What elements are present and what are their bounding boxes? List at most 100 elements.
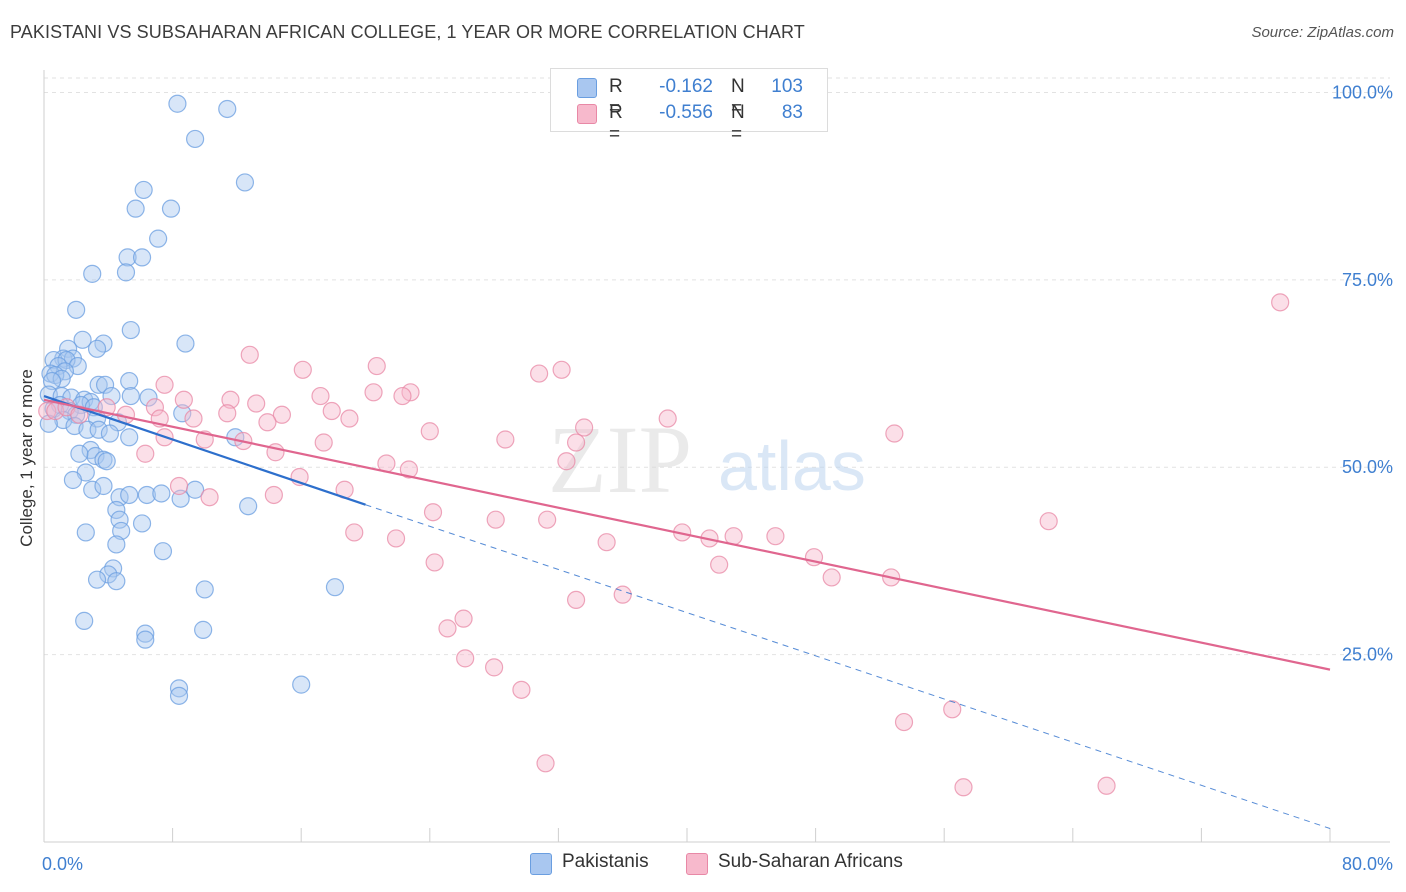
legend-r-label: R = [609,102,623,145]
data-point [566,590,586,610]
data-point [110,510,129,529]
data-point [311,386,330,406]
data-point [200,488,219,507]
data-point [67,300,86,319]
data-point [73,330,92,349]
trend-line-extension [365,504,1331,829]
data-point [575,418,594,437]
data-point [120,371,139,391]
data-point [538,510,557,529]
data-point [486,510,505,529]
data-point [235,173,255,192]
data-point [149,229,168,248]
data-point [161,199,181,218]
data-point [658,409,677,428]
data-point [174,390,193,409]
data-point [258,413,277,432]
data-point [322,401,341,421]
data-point [557,452,576,471]
data-point [399,460,419,479]
data-point [137,485,156,505]
axes [43,70,1390,843]
data-point [153,542,173,561]
data-point [293,360,312,379]
data-point [325,578,345,597]
legend-swatch-pakistanis [577,78,597,98]
data-point [340,409,359,428]
data-point [134,180,153,200]
data-point [566,433,586,452]
data-point [173,404,192,423]
data-point [100,424,120,443]
data-point [184,409,203,428]
data-point [367,356,386,376]
data-point [132,248,152,267]
data-point [107,572,126,591]
trend-lines [43,394,1331,829]
data-point [107,535,126,554]
data-point [136,624,155,643]
data-point [194,620,213,639]
data-point [195,580,214,599]
legend-r-value: -0.162 [659,76,713,97]
data-point [112,521,131,541]
data-point [393,386,412,406]
data-point [597,533,616,552]
chart-title: PAKISTANI VS SUBSAHARAN AFRICAN COLLEGE,… [10,22,805,42]
bottom-legend-swatch-subsaharan [686,853,708,875]
data-point [145,398,165,417]
data-point [894,712,914,732]
data-point [954,778,973,797]
data-point [102,386,121,406]
data-point [87,339,107,358]
data-point [118,248,137,267]
data-point [292,675,311,694]
y-axis-label: College, 1 year or more [17,369,36,547]
data-point [63,470,83,490]
data-point [120,485,139,505]
data-point [94,476,113,496]
data-point [136,630,155,649]
data-point [221,390,240,409]
data-point [121,320,140,340]
data-point [81,440,100,460]
data-point [169,476,189,496]
data-point [1097,776,1116,795]
data-point [116,263,136,282]
data-point [552,360,571,379]
data-point [314,433,333,452]
data-point [613,585,632,604]
data-point [485,658,504,677]
data-point [75,611,94,630]
data-point [97,452,116,471]
data-point [169,679,189,698]
data-point [710,555,729,574]
data-point [168,94,187,113]
data-point [420,422,439,441]
bottom-legend-label-subsaharan: Sub-Saharan Africans [718,851,903,872]
legend-n-label: N = [731,76,745,119]
data-point [345,523,364,542]
data-point [44,350,63,370]
trend-line [43,398,1331,671]
data-point [120,428,139,447]
data-point [1271,293,1290,312]
data-point [239,497,258,516]
data-point [132,514,152,533]
data-point [42,371,62,391]
data-point [264,485,283,505]
data-point [272,405,292,424]
data-point [89,420,108,439]
watermark-atlas: atlas [718,427,866,505]
legend-n-value: 83 [781,102,803,123]
data-point [454,609,473,628]
data-point [70,444,89,463]
data-point [240,345,259,364]
trend-line [43,394,366,506]
data-point [885,424,904,443]
data-point [76,523,95,542]
data-point [83,480,102,499]
legend-n-label: N = [731,102,745,145]
series-subsaharan [38,293,1290,797]
